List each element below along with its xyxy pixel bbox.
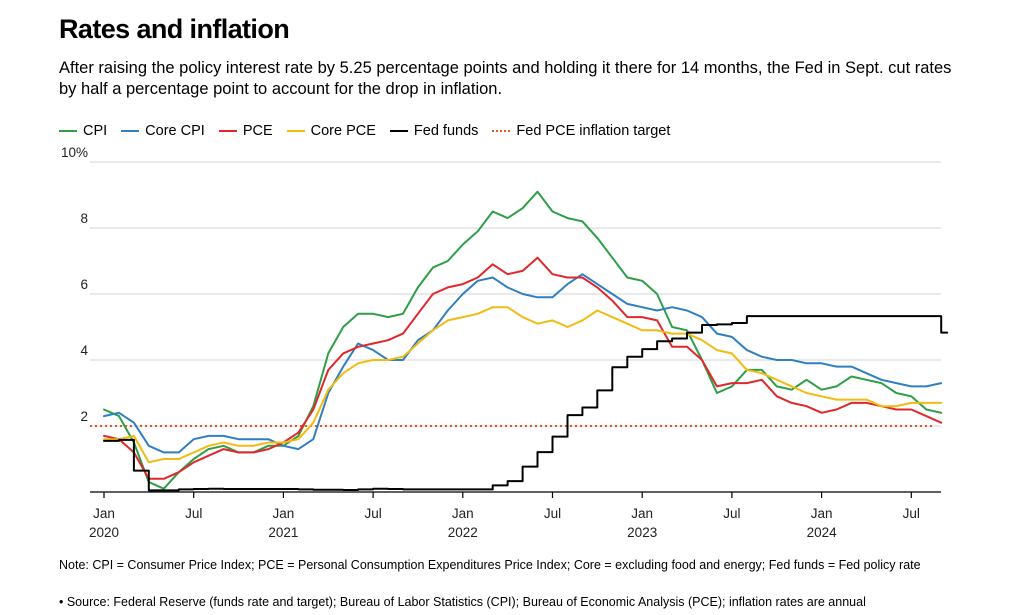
legend-item-core-cpi: Core CPI [121, 123, 205, 139]
series-line-fed-funds [103, 315, 949, 492]
series-line-pce [103, 256, 943, 480]
chart-note: Note: CPI = Consumer Price Index; PCE = … [59, 558, 921, 572]
chart-source: • Source: Federal Reserve (funds rate an… [59, 595, 866, 609]
legend-label-fed-funds: Fed funds [413, 123, 479, 139]
chart-title: Rates and inflation [59, 14, 290, 44]
y-tick-label-10: 10% [61, 145, 88, 160]
legend-swatch-core-cpi [121, 130, 140, 132]
legend-label-core-cpi: Core CPI [145, 123, 205, 139]
x-tick-year-0: 2020 [89, 525, 119, 540]
y-tick-label-6: 6 [80, 277, 88, 292]
legend-item-fed-funds: Fed funds [389, 123, 479, 139]
x-tick-year-48: 2024 [807, 525, 838, 540]
x-tick-label-30: Jul [544, 506, 561, 521]
legend-swatch-core-pce [286, 130, 305, 132]
series-line-core-pce [103, 306, 943, 464]
legend-item-core-pce: Core PCE [286, 123, 376, 139]
x-tick-label-36: Jan [631, 506, 653, 521]
legend-item-cpi: CPI [59, 123, 107, 139]
legend-item-inflation-target: Fed PCE inflation target [492, 123, 670, 139]
x-tick-label-42: Jul [723, 506, 740, 521]
x-tick-label-0: Jan [93, 506, 115, 521]
y-tick-label-2: 2 [80, 409, 88, 424]
x-tick-label-24: Jan [452, 506, 474, 521]
y-tick-label-4: 4 [80, 343, 88, 358]
line-chart: 2 4 6 8 10% Jan 2020 Jul Jan 2021 Jul Jan 2022 Jul Jan… [61, 145, 949, 540]
chart-subtitle: After raising the policy interest rate b… [59, 59, 952, 98]
x-tick-label-6: Jul [185, 506, 202, 521]
x-tick-year-36: 2023 [627, 525, 657, 540]
legend-item-pce: PCE [218, 123, 273, 139]
legend-label-core-pce: Core PCE [310, 123, 376, 139]
legend: CPI Core CPI PCE Core PCE Fed funds Fed … [59, 122, 684, 140]
legend-swatch-fed-funds [389, 130, 408, 132]
legend-swatch-cpi [59, 130, 77, 132]
legend-swatch-inflation-target [492, 130, 511, 132]
series-line-core-cpi [103, 273, 943, 454]
legend-label-cpi: CPI [83, 123, 108, 139]
legend-label-pce: PCE [242, 123, 273, 139]
legend-label-inflation-target: Fed PCE inflation target [516, 123, 671, 139]
y-tick-label-8: 8 [80, 211, 88, 226]
x-tick-label-48: Jan [811, 506, 833, 521]
x-tick-label-18: Jul [364, 506, 381, 521]
x-tick-label-12: Jan [273, 506, 295, 521]
legend-swatch-pce [218, 130, 237, 132]
x-tick-year-12: 2021 [268, 525, 298, 540]
x-tick-year-24: 2022 [448, 525, 478, 540]
x-tick-label-54: Jul [903, 506, 920, 521]
